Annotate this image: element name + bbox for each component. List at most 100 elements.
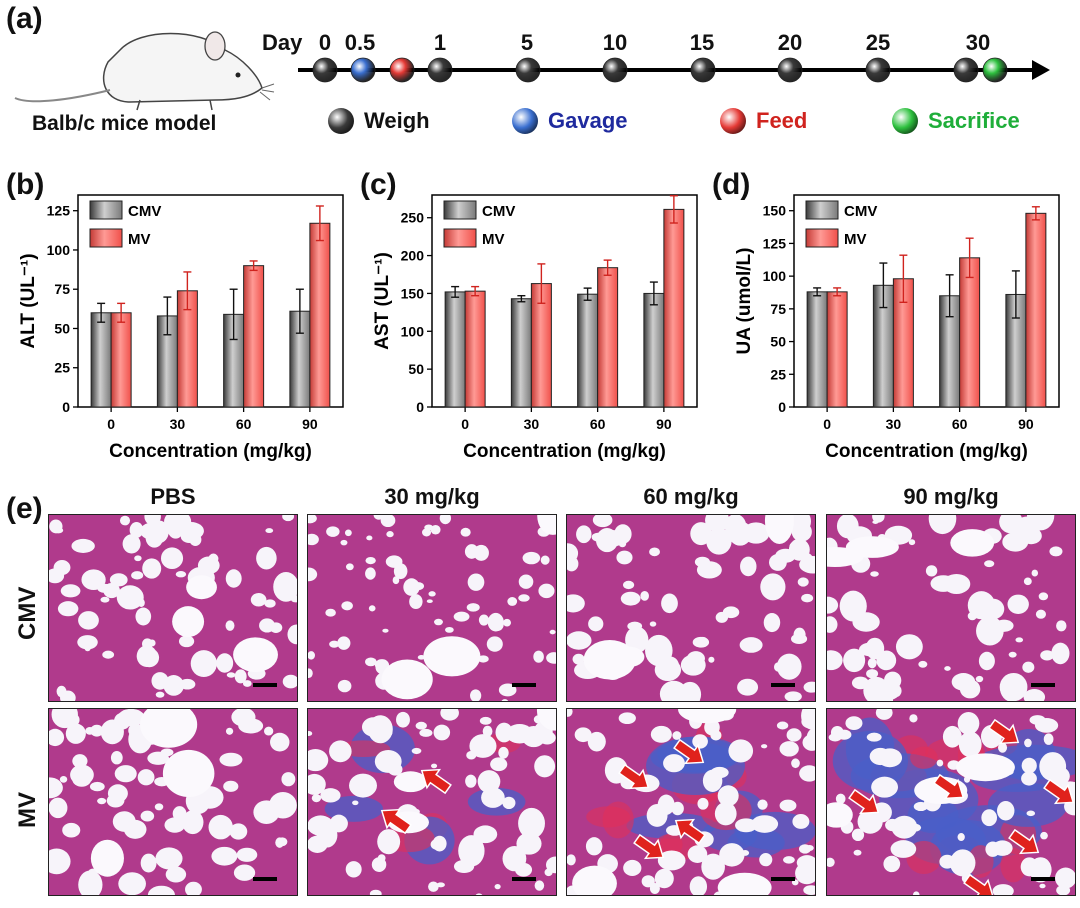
timeline-legend-item: Sacrifice	[892, 108, 1020, 134]
y-tick-label: 150	[763, 203, 787, 219]
timeline-axis	[298, 57, 1050, 83]
y-tick-label: 0	[62, 399, 70, 415]
timeline-legend-item: Weigh	[328, 108, 430, 134]
error-bar	[899, 254, 908, 304]
legend-label: CMV	[128, 203, 161, 220]
timeline-tick-label: 20	[777, 30, 803, 55]
bar-cmv	[806, 291, 828, 408]
col-header-30: 30 mg/kg	[384, 484, 480, 509]
bar-mv	[1025, 212, 1047, 408]
timeline-tick-label: 0.5	[344, 30, 376, 55]
x-tick-label: 30	[886, 416, 902, 432]
row-label-cmv: CMV	[14, 586, 41, 640]
bar-mv	[597, 267, 619, 408]
timeline-tick-label: 5	[520, 30, 534, 55]
bar-mv	[826, 291, 848, 408]
error-bar	[945, 274, 954, 318]
y-tick-label: 75	[54, 281, 70, 297]
bar-mv	[243, 265, 265, 408]
legend-swatch-mv	[89, 228, 123, 248]
timeline-arrow-icon	[1032, 60, 1050, 80]
gavage-marker-icon	[512, 108, 538, 134]
chart-alt: 0 25 50 75 100 125 0 30 60 90 CMV MV Concentration (…	[18, 194, 344, 462]
bar-mv	[663, 208, 685, 408]
lesion-arrow-icon	[380, 808, 412, 835]
x-tick-label: 30	[524, 416, 540, 432]
y-tick-label: 250	[401, 210, 425, 226]
error-bar	[451, 285, 460, 298]
lesion-arrow-icon	[933, 773, 965, 800]
bar-mv	[110, 312, 132, 408]
error-bar	[517, 294, 526, 303]
bar-mv	[959, 257, 981, 408]
legend-label-feed: Feed	[756, 108, 808, 133]
histology-image	[826, 514, 1076, 702]
x-axis-label: Concentration (mg/kg)	[109, 441, 312, 462]
lesion-arrow-icon	[1008, 828, 1040, 855]
histology-image	[566, 708, 816, 896]
mouse-illustration	[14, 31, 275, 111]
timeline-dot-feed	[389, 57, 415, 83]
x-tick-label: 0	[107, 416, 115, 432]
lesion-arrow-icon	[963, 873, 995, 895]
x-tick-label: 60	[590, 416, 606, 432]
timeline-tick-label: 1	[433, 30, 447, 55]
y-axis-label: AST (UL⁻¹)	[372, 252, 393, 350]
lesion-arrow-icon	[848, 788, 880, 815]
bar-cmv	[643, 292, 665, 408]
x-tick-label: 90	[656, 416, 672, 432]
y-tick-label: 0	[416, 399, 424, 415]
weigh-marker-icon	[328, 108, 354, 134]
timeline-dot-weigh	[515, 57, 541, 83]
error-bar	[117, 302, 126, 323]
timeline-tick-label: 10	[602, 30, 628, 55]
feed-marker-icon	[720, 108, 746, 134]
col-header-60: 60 mg/kg	[643, 484, 739, 509]
legend-label: MV	[482, 231, 505, 248]
timeline-tick-label: 15	[689, 30, 715, 55]
x-tick-label: 60	[236, 416, 252, 432]
error-bar	[1011, 270, 1020, 319]
chart-ast: 0 50 100 150 200 250 0 30 60 90 CMV MV Concentration…	[372, 194, 698, 462]
error-bar	[669, 195, 678, 224]
error-bar	[833, 287, 842, 297]
x-tick-label: 60	[952, 416, 968, 432]
timeline-dot-weigh	[865, 57, 891, 83]
timeline-dot-weigh	[312, 57, 338, 83]
lesion-arrow-icon	[633, 833, 665, 860]
error-bar	[249, 260, 258, 272]
lesion-arrow-icon	[1043, 778, 1075, 805]
histology-image	[48, 514, 298, 702]
y-tick-label: 75	[770, 301, 786, 317]
legend-label-gavage: Gavage	[548, 108, 628, 133]
y-tick-label: 50	[54, 320, 70, 336]
timeline-tick-label: 0	[318, 30, 332, 55]
legend-swatch-cmv	[443, 200, 477, 220]
y-tick-label: 200	[401, 248, 425, 264]
y-tick-label: 125	[47, 203, 71, 219]
y-axis-label: UA (umol/L)	[734, 248, 755, 355]
error-bar	[163, 296, 172, 336]
bar-cmv	[90, 312, 112, 408]
lesion-arrow-icon	[420, 768, 452, 795]
legend-label-weigh: Weigh	[364, 108, 430, 133]
x-axis-label: Concentration (mg/kg)	[463, 441, 666, 462]
col-header-90: 90 mg/kg	[903, 484, 999, 509]
legend-label: MV	[128, 231, 151, 248]
error-bar	[649, 281, 658, 306]
legend-label: CMV	[482, 203, 515, 220]
lesion-arrow-icon	[988, 718, 1020, 745]
lesion-arrow-icon	[674, 818, 706, 845]
col-header-pbs: PBS	[150, 484, 196, 509]
y-tick-label: 0	[778, 399, 786, 415]
y-tick-label: 25	[770, 366, 786, 382]
lesion-arrow-icon	[673, 738, 705, 765]
timeline-dot-weigh	[953, 57, 979, 83]
timeline-dot-gavage	[350, 57, 376, 83]
y-tick-label: 50	[770, 334, 786, 350]
legend-swatch-cmv	[89, 200, 123, 220]
mouse-caption: Balb/c mice model	[32, 112, 217, 135]
timeline-tick-label: 30	[965, 30, 991, 55]
histology-image	[307, 708, 557, 896]
legend-label: CMV	[844, 203, 877, 220]
